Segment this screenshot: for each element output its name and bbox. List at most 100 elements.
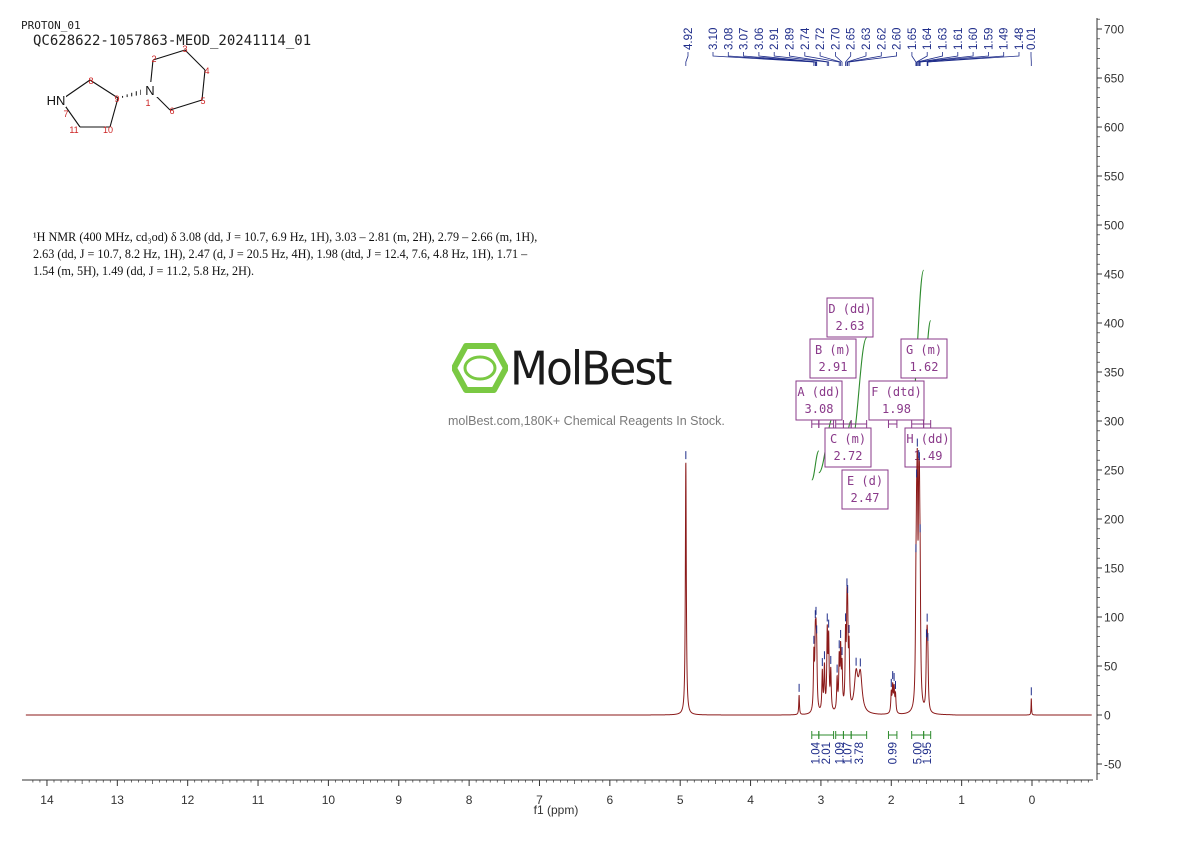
peak-label: 2.60 xyxy=(892,28,904,50)
peak-label: 1.65 xyxy=(907,28,919,50)
multiplet-label: A (dd) xyxy=(797,385,840,399)
x-tick-label: 3 xyxy=(818,793,825,807)
y-tick-label: 350 xyxy=(1104,366,1124,380)
multiplet-box: A (dd) 3.08 xyxy=(795,380,843,421)
spectrum-line xyxy=(25,447,1092,716)
molecule-bond xyxy=(152,49,186,61)
atom-number: 7 xyxy=(63,109,68,119)
peak-label: 1.48 xyxy=(1014,28,1026,50)
multiplet-shift: 1.62 xyxy=(910,360,939,374)
x-tick-label: 7 xyxy=(536,793,543,807)
y-tick-label: 300 xyxy=(1104,415,1124,429)
integral-value: 5.00 xyxy=(913,742,925,764)
multiplet-label: E (d) xyxy=(847,474,883,488)
multiplet-shift: 1.49 xyxy=(914,449,943,463)
peak-label: 4.92 xyxy=(683,28,695,50)
peak-label-connector xyxy=(845,52,852,66)
atom-number: 8 xyxy=(88,76,93,86)
peak-label-connector xyxy=(789,52,830,66)
peak-label-connector xyxy=(758,52,818,66)
multiplet-label: H (dd) xyxy=(906,432,949,446)
peak-label-connector xyxy=(712,52,815,66)
peak-label: 2.62 xyxy=(876,28,888,50)
x-tick-label: 9 xyxy=(395,793,402,807)
peak-label: 2.72 xyxy=(815,28,827,50)
atom-mask xyxy=(141,82,159,97)
peak-label-connector xyxy=(773,52,828,66)
peak-label-connector xyxy=(916,52,943,66)
x-tick-label: 14 xyxy=(40,793,54,807)
molecule-bond xyxy=(184,49,206,71)
y-tick-label: 50 xyxy=(1104,660,1118,674)
peak-label-connector xyxy=(927,52,1020,66)
atom-number: 2 xyxy=(151,54,156,64)
multiplet-frame xyxy=(809,338,857,379)
benzene-logo-icon xyxy=(452,343,508,393)
y-tick-label: 100 xyxy=(1104,611,1124,625)
y-tick-label: 0 xyxy=(1104,709,1111,723)
y-axis: 7006506005505004504003503002502001501005… xyxy=(1096,18,1124,780)
peak-label-connector xyxy=(727,52,816,66)
multiplet-box: B (m) 2.91 xyxy=(809,338,857,379)
multiplet-box: F (dtd) 1.98 xyxy=(868,380,925,421)
multiplet-frame xyxy=(826,297,874,338)
peak-top-ticks xyxy=(685,438,1032,696)
molecule-bond xyxy=(201,69,206,101)
molecule-bond xyxy=(169,99,203,111)
peak-label-connector xyxy=(685,52,689,66)
x-tick-label: 13 xyxy=(111,793,125,807)
y-tick-label: -50 xyxy=(1104,758,1122,772)
multiplet-shift: 3.08 xyxy=(805,402,834,416)
y-tick-label: 700 xyxy=(1104,23,1124,37)
y-tick-label: 400 xyxy=(1104,317,1124,331)
integral-value: 3.78 xyxy=(854,742,866,764)
multiplet-box: E (d) 2.47 xyxy=(841,469,889,510)
peak-label-connector xyxy=(835,52,843,66)
integral-value: 2.01 xyxy=(821,742,833,764)
x-axis: 14 13 12 11 10 9 8 7 6 5 4 3 2 1 0 xyxy=(22,779,1093,807)
peak-label-connector xyxy=(911,52,917,66)
y-tick-label: 200 xyxy=(1104,513,1124,527)
peak-labels: 4.92 3.10 3.08 3.07 3.06 2.91 2.89 2.74 2.72 2.70… xyxy=(683,27,1038,50)
atom-number: 11 xyxy=(69,125,78,135)
x-tick-label: 6 xyxy=(606,793,613,807)
peak-label-connector xyxy=(918,52,959,66)
y-tick-label: 250 xyxy=(1104,464,1124,478)
peak-label-connector xyxy=(916,52,928,66)
multiplet-box: H (dd) 1.49 xyxy=(904,427,952,468)
description-line-2: 2.63 (dd, J = 10.7, 8.2 Hz, 1H), 2.47 (d… xyxy=(33,247,528,261)
y-tick-label: 550 xyxy=(1104,170,1124,184)
molecule-bond xyxy=(89,79,119,99)
y-tick-label: 450 xyxy=(1104,268,1124,282)
atom-number: 5 xyxy=(200,96,205,106)
multiplet-shift: 2.63 xyxy=(836,319,865,333)
multiplet-shift: 2.91 xyxy=(819,360,848,374)
peak-label: 1.61 xyxy=(953,28,965,50)
multiplet-box: G (m) 1.62 xyxy=(900,338,948,379)
peak-label: 2.89 xyxy=(785,28,797,50)
multiplet-frame xyxy=(824,427,872,468)
peak-label-connector xyxy=(926,52,1005,66)
atom-number: 1 xyxy=(145,98,150,108)
peak-label-connector xyxy=(919,52,989,66)
x-tick-label: 10 xyxy=(322,793,336,807)
integral-value: 0.99 xyxy=(888,742,900,764)
molecule-bond xyxy=(109,97,119,128)
atom-number: 10 xyxy=(103,125,113,135)
peak-label: 2.70 xyxy=(830,28,842,50)
y-tick-label: 150 xyxy=(1104,562,1124,576)
multiplet-shift: 2.72 xyxy=(834,449,863,463)
multiplet-frame xyxy=(841,469,889,510)
brand-name: MolBest xyxy=(510,342,673,397)
peak-label-connectors xyxy=(685,52,1032,66)
peak-label-connector xyxy=(847,52,882,66)
integral-curve xyxy=(811,450,820,481)
peak-label-connector xyxy=(743,52,817,66)
peak-label: 2.63 xyxy=(861,28,873,50)
x-axis-label: f1 (ppm) xyxy=(534,803,579,817)
integral-value: 1.09 xyxy=(835,742,847,764)
multiplet-label: F (dtd) xyxy=(871,385,922,399)
experiment-name: PROTON_01 xyxy=(21,19,81,32)
atom-number: 6 xyxy=(169,106,174,116)
